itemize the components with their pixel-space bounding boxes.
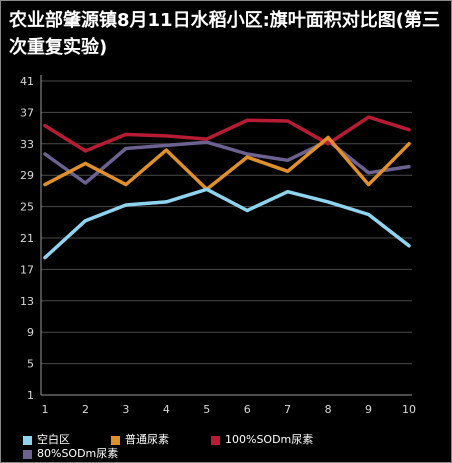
y-tick-label: 29 (20, 169, 34, 182)
data-point (43, 124, 47, 128)
data-point (407, 142, 411, 146)
data-point (43, 256, 47, 260)
data-point (407, 165, 411, 169)
legend-swatch-100-sodm (211, 435, 220, 445)
legend-label-80-sodm: 80%SODm尿素 (37, 447, 119, 460)
y-tick-label: 37 (20, 106, 34, 119)
data-point (205, 137, 209, 141)
data-point (367, 171, 371, 175)
data-point (164, 143, 168, 147)
legend-row-1: 空白区 普通尿素 100%SODm尿素 (1, 433, 451, 447)
y-tick-label: 9 (27, 326, 34, 339)
data-point (245, 118, 249, 122)
legend-label-100-sodm: 100%SODm尿素 (225, 433, 314, 446)
y-tick-label: 13 (20, 295, 34, 308)
x-tick-label: 9 (365, 403, 372, 416)
data-point (367, 212, 371, 216)
x-tick-label: 4 (163, 403, 170, 416)
data-point (83, 149, 87, 153)
legend-swatch-blank (23, 435, 32, 445)
data-point (326, 142, 330, 146)
data-point (326, 200, 330, 204)
legend-item-80-sodm: 80%SODm尿素 (23, 447, 118, 461)
y-tick-label: 25 (20, 201, 34, 214)
data-point (286, 158, 290, 162)
data-point (83, 161, 87, 165)
legend-item-100-sodm: 100%SODm尿素 (211, 433, 313, 447)
data-point (245, 155, 249, 159)
legend-swatch-80-sodm (23, 449, 32, 459)
x-tick-label: 3 (122, 403, 129, 416)
data-point (205, 187, 209, 191)
x-tick-label: 6 (244, 403, 251, 416)
data-point (43, 152, 47, 156)
data-point (286, 190, 290, 194)
data-point (326, 136, 330, 140)
y-tick-label: 41 (20, 75, 34, 88)
data-point (124, 147, 128, 151)
chart-title: 农业部肇源镇8月11日水稻小区:旗叶面积对比图(第三次重复实验) (9, 10, 440, 58)
x-tick-label: 7 (284, 403, 291, 416)
series-line-2 (43, 135, 411, 192)
legend-item-urea: 普通尿素 (111, 433, 169, 447)
data-point (83, 181, 87, 185)
y-tick-label: 21 (20, 232, 34, 245)
data-point (286, 119, 290, 123)
data-point (164, 148, 168, 152)
series-line-4 (43, 138, 411, 185)
x-tick-label: 1 (42, 403, 49, 416)
series-line-3 (43, 115, 411, 153)
data-point (245, 209, 249, 213)
x-tick-label: 10 (402, 403, 416, 416)
data-point (367, 183, 371, 187)
series-line-1 (43, 187, 411, 260)
y-tick-label: 5 (27, 358, 34, 371)
y-tick-label: 33 (20, 138, 34, 151)
x-tick-label: 8 (325, 403, 332, 416)
data-point (124, 183, 128, 187)
data-point (43, 183, 47, 187)
x-tick-label: 2 (82, 403, 89, 416)
data-point (407, 244, 411, 248)
data-point (205, 140, 209, 144)
y-tick-label: 1 (27, 389, 34, 402)
legend-swatch-urea (111, 435, 120, 445)
data-point (407, 128, 411, 132)
x-tick-label: 5 (203, 403, 210, 416)
legend-label-blank: 空白区 (37, 433, 70, 446)
data-point (245, 152, 249, 156)
data-point (124, 203, 128, 207)
legend-item-blank: 空白区 (23, 433, 70, 447)
data-point (367, 115, 371, 119)
data-point (286, 169, 290, 173)
y-tick-label: 17 (20, 263, 34, 276)
legend-label-urea: 普通尿素 (125, 433, 169, 446)
data-point (164, 200, 168, 204)
data-point (83, 219, 87, 223)
data-point (124, 132, 128, 136)
data-point (164, 134, 168, 138)
legend-row-2: 80%SODm尿素 (1, 447, 451, 461)
